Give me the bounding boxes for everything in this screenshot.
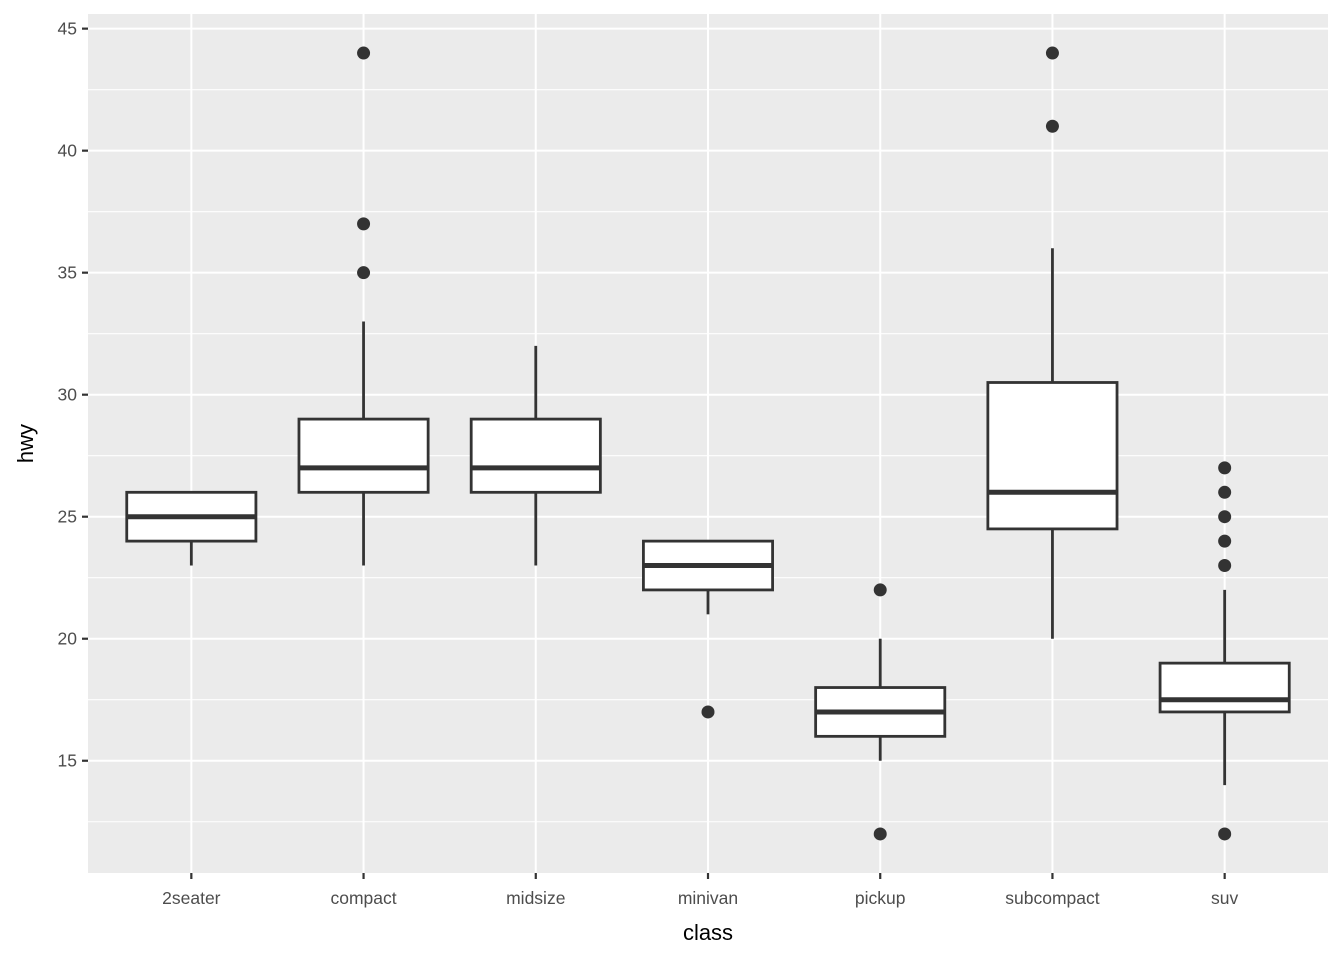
outlier-suv-25 [1218,510,1232,524]
axes-layer: 15 20 25 30 35 40 45 2seater compact midsize miniv… [58,19,1239,908]
outlier-pickup-22 [873,583,887,597]
y-axis-title: hwy [13,424,38,463]
y-tick-label: 20 [58,629,78,649]
outlier-compact-35 [357,266,371,280]
x-tick-label-suv: suv [1211,888,1238,908]
y-tick-label: 30 [58,385,78,405]
outlier-suv-26 [1218,485,1232,499]
outlier-compact-37 [357,217,371,231]
x-tick-label-pickup: pickup [855,888,906,908]
box-suv [1158,661,1291,714]
outlier-subcompact-41 [1045,119,1059,133]
outlier-suv-23 [1218,559,1232,573]
y-tick-label: 25 [58,507,77,527]
outlier-suv-24 [1218,534,1232,548]
outlier-minivan-17 [701,705,715,719]
y-tick-label: 45 [58,19,77,39]
outlier-suv-12 [1218,827,1232,841]
x-tick-label-2seater: 2seater [162,888,221,908]
outlier-compact-44 [357,46,371,60]
x-tick-label-subcompact: subcompact [1005,888,1099,908]
x-tick-label-minivan: minivan [678,888,738,908]
x-tick-label-midsize: midsize [506,888,565,908]
box-subcompact [986,381,1119,531]
outlier-pickup-12 [873,827,887,841]
box-compact [297,417,430,494]
y-tick-label: 40 [58,141,78,161]
data-layer [125,46,1291,841]
x-axis-title: class [683,920,733,945]
x-tick-label-compact: compact [330,888,396,908]
outlier-suv-27 [1218,461,1232,475]
outlier-subcompact-44 [1045,46,1059,60]
y-tick-label: 15 [58,751,77,771]
box-midsize [469,417,602,494]
y-tick-label: 35 [58,263,77,283]
